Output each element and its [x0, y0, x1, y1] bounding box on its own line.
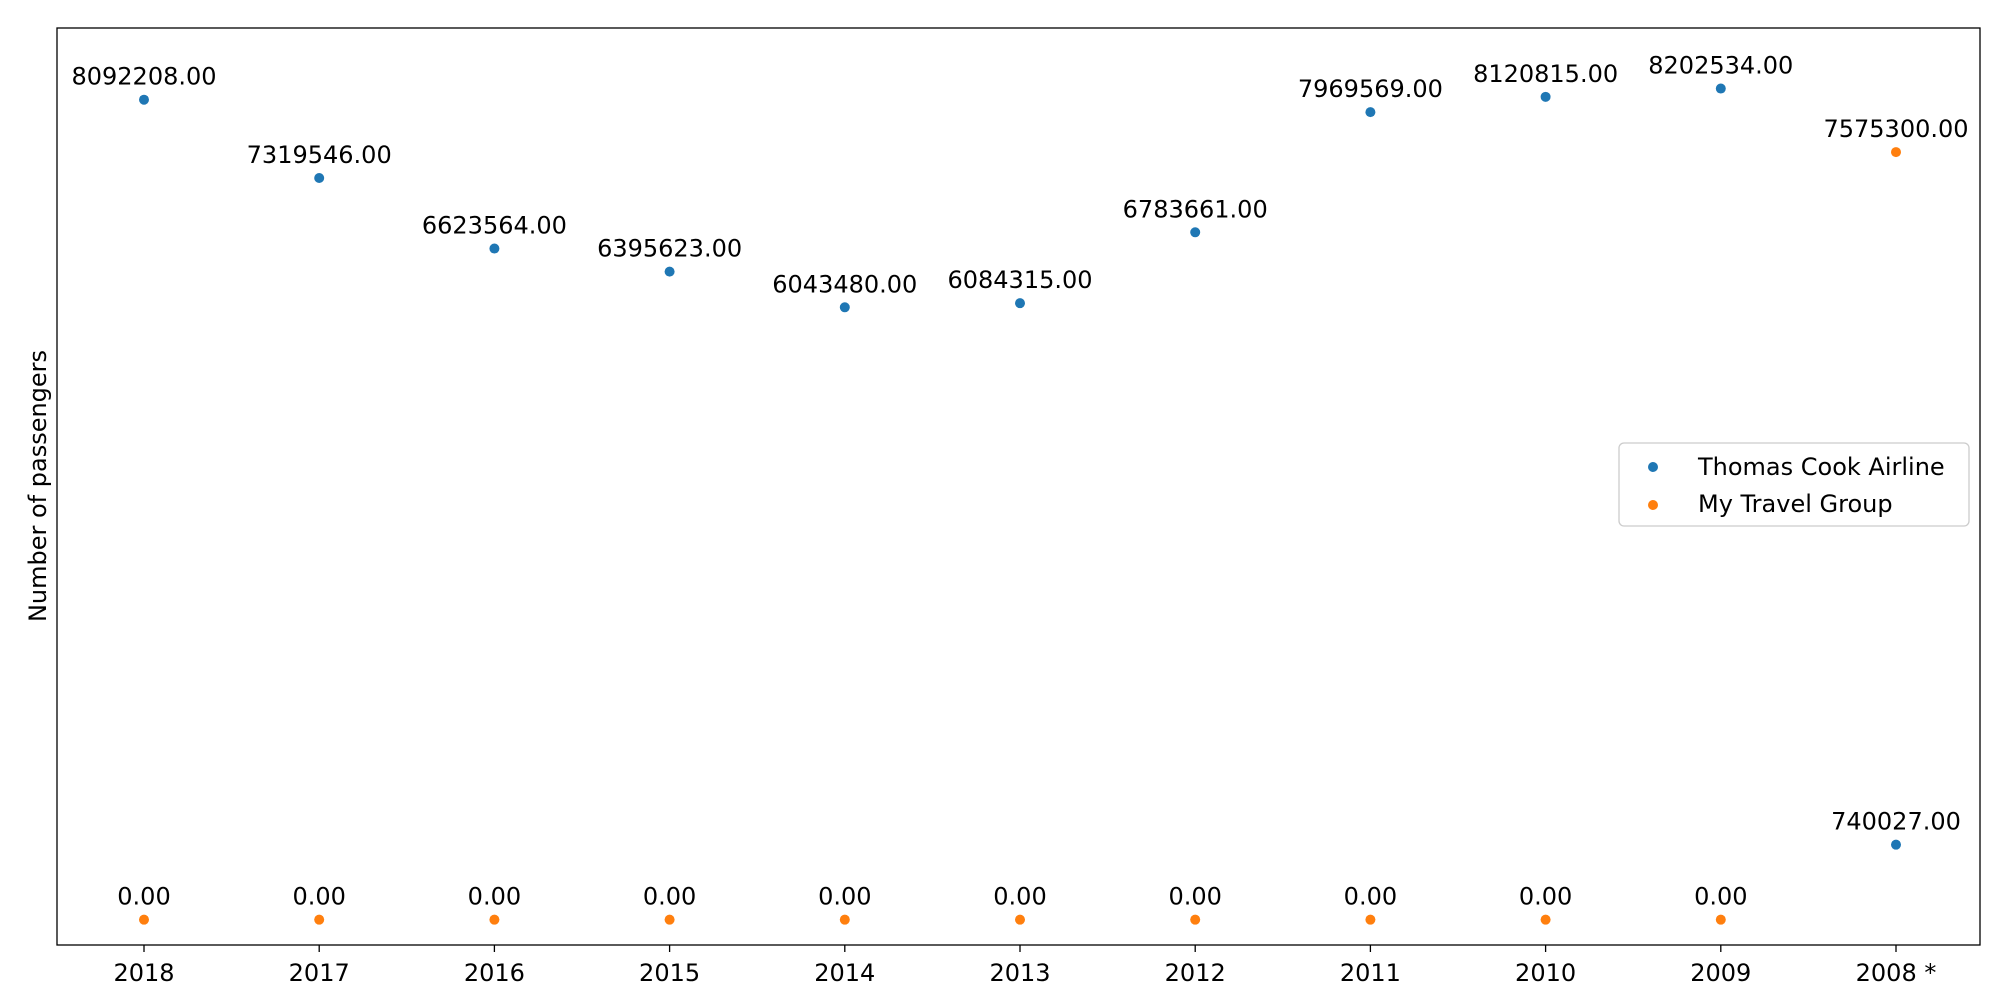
x-tick-label-2014: 2014 [814, 959, 875, 987]
data-labels: 8092208.00 7319546.00 6623564.00 6395623.00… [71, 52, 1968, 911]
data-label-thomas-cook-airline-2016: 6623564.00 [422, 212, 567, 240]
x-tick-label-2013: 2013 [989, 959, 1050, 987]
data-label-my-travel-group-2008: 7575300.00 [1823, 115, 1968, 143]
point-thomas-cook-airline-2009 [1715, 83, 1726, 94]
data-label-my-travel-group-2015: 0.00 [643, 883, 696, 911]
point-my-travel-group-2018 [139, 914, 149, 925]
point-thomas-cook-airline-2013 [1015, 298, 1025, 309]
data-label-my-travel-group-2014: 0.00 [818, 883, 871, 911]
legend-marker-my-travel-group [1648, 500, 1658, 510]
data-label-my-travel-group-2013: 0.00 [993, 883, 1046, 911]
x-tick-label-2016: 2016 [464, 959, 525, 987]
data-label-my-travel-group-2009: 0.00 [1694, 883, 1747, 911]
data-label-thomas-cook-airline-2015: 6395623.00 [597, 235, 742, 263]
point-my-travel-group-2014 [839, 914, 850, 925]
x-tick-label-2015: 2015 [639, 959, 700, 987]
point-my-travel-group-2012 [1190, 914, 1201, 925]
legend: Thomas Cook Airline My Travel Group [1618, 442, 1970, 527]
data-label-my-travel-group-2018: 0.00 [117, 883, 170, 911]
point-thomas-cook-airline-2018 [139, 94, 149, 105]
x-tick-label-2018: 2018 [113, 959, 174, 987]
point-my-travel-group-2013 [1015, 914, 1025, 925]
x-tick-label-2008: 2008 * [1856, 959, 1937, 987]
x-tick-label-2012: 2012 [1165, 959, 1226, 987]
point-thomas-cook-airline-2012 [1190, 227, 1201, 238]
data-label-my-travel-group-2012: 0.00 [1168, 883, 1221, 911]
data-label-my-travel-group-2016: 0.00 [468, 883, 521, 911]
point-thomas-cook-airline-2017 [314, 173, 325, 184]
data-label-thomas-cook-airline-2017: 7319546.00 [247, 141, 392, 169]
x-axis: 2018 2017 2016 2015 2014 2013 2012 2011 2010 2009… [113, 945, 1936, 987]
data-label-thomas-cook-airline-2009: 8202534.00 [1648, 52, 1793, 80]
data-label-my-travel-group-2011: 0.00 [1344, 883, 1397, 911]
point-my-travel-group-2010 [1540, 914, 1551, 925]
y-axis-label: Number of passengers [24, 350, 52, 622]
point-thomas-cook-airline-2010 [1540, 91, 1551, 102]
legend-label-thomas-cook-airline: Thomas Cook Airline [1697, 453, 1945, 481]
legend-marker-thomas-cook-airline [1648, 462, 1658, 472]
data-points [139, 83, 1901, 925]
x-tick-label-2009: 2009 [1690, 959, 1751, 987]
data-label-thomas-cook-airline-2008: 740027.00 [1831, 808, 1961, 836]
data-label-thomas-cook-airline-2018: 8092208.00 [71, 63, 216, 91]
point-thomas-cook-airline-2016 [489, 243, 500, 254]
data-label-thomas-cook-airline-2014: 6043480.00 [772, 270, 917, 298]
plot-frame [56, 27, 1981, 946]
point-thomas-cook-airline-2015 [664, 266, 675, 277]
point-my-travel-group-2011 [1365, 914, 1376, 925]
data-label-thomas-cook-airline-2011: 7969569.00 [1298, 75, 1443, 103]
legend-label-my-travel-group: My Travel Group [1698, 490, 1893, 518]
point-my-travel-group-2017 [314, 914, 325, 925]
point-my-travel-group-2008 [1891, 147, 1901, 158]
data-label-thomas-cook-airline-2013: 6084315.00 [947, 266, 1092, 294]
legend-box [1618, 442, 1970, 527]
data-label-thomas-cook-airline-2012: 6783661.00 [1123, 195, 1268, 223]
point-thomas-cook-airline-2014 [839, 302, 850, 313]
point-my-travel-group-2016 [489, 914, 500, 925]
x-tick-label-2017: 2017 [289, 959, 350, 987]
data-label-my-travel-group-2017: 0.00 [292, 883, 345, 911]
x-tick-label-2010: 2010 [1515, 959, 1576, 987]
point-my-travel-group-2009 [1715, 914, 1726, 925]
x-tick-label-2011: 2011 [1340, 959, 1401, 987]
data-label-my-travel-group-2010: 0.00 [1519, 883, 1572, 911]
point-thomas-cook-airline-2011 [1365, 107, 1376, 118]
point-thomas-cook-airline-2008 [1891, 839, 1901, 850]
point-my-travel-group-2015 [664, 914, 675, 925]
data-label-thomas-cook-airline-2010: 8120815.00 [1473, 60, 1618, 88]
